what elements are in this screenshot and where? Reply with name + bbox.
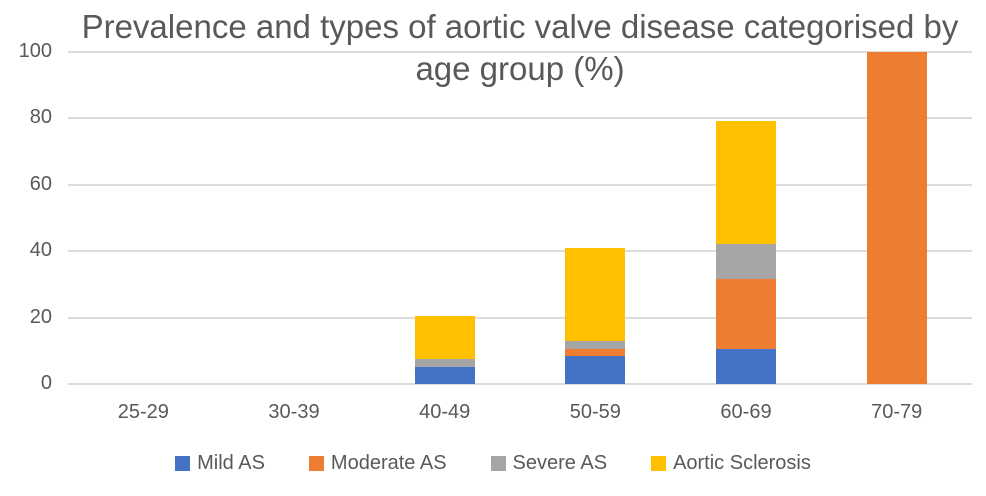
bar-segment-mild-as-60-69: [716, 349, 776, 384]
bar-segment-mild-as-50-59: [565, 355, 626, 384]
chart-title: Prevalence and types of aortic valve dis…: [81, 8, 959, 87]
gridline: [68, 50, 972, 53]
bar-segment-moderate-as-60-69: [716, 279, 776, 350]
bar-segment-aortic-sclerosis-50-59: [565, 247, 626, 341]
y-axis-tick-label: 60: [29, 172, 52, 195]
bar-segment-mild-as-40-49: [414, 367, 475, 384]
bar-segment-severe-as-50-59: [565, 340, 626, 350]
y-axis-tick-label: 100: [18, 39, 52, 62]
x-axis-tick-label: 70-79: [871, 401, 923, 423]
x-axis-tick-label: 30-39: [268, 401, 320, 423]
legend-swatch-icon: [308, 456, 324, 471]
gridline: [68, 117, 972, 119]
legend-item-moderate-as: Moderate AS: [308, 452, 447, 475]
legend-label: Mild AS: [197, 452, 265, 474]
y-axis-tick-label: 20: [29, 305, 52, 328]
legend-swatch-icon: [175, 456, 191, 471]
legend-swatch-icon: [490, 456, 506, 471]
x-axis-tick-label: 50-59: [569, 401, 621, 423]
gridline: [68, 250, 972, 252]
legend-label: Severe AS: [512, 452, 608, 474]
legend-item-severe-as: Severe AS: [490, 452, 608, 475]
x-axis-tick-label: 25-29: [117, 401, 169, 423]
bar-segment-aortic-sclerosis-60-69: [716, 121, 776, 245]
bar-segment-aortic-sclerosis-40-49: [414, 315, 475, 360]
legend-swatch-icon: [651, 456, 667, 471]
bar-segment-severe-as-60-69: [716, 244, 776, 280]
gridline: [68, 183, 972, 186]
gridline: [68, 316, 972, 319]
y-axis-tick-label: 40: [29, 239, 52, 261]
x-axis-tick-label: 60-69: [720, 401, 772, 423]
legend: Mild AS Moderate AS Severe AS Aortic Sclero…: [0, 452, 986, 475]
legend-label: Aortic Sclerosis: [673, 452, 811, 474]
x-axis-tick-label: 40-49: [419, 401, 471, 423]
legend-item-mild-as: Mild AS: [175, 452, 265, 475]
legend-label: Moderate AS: [330, 452, 447, 474]
y-axis-tick-label: 0: [40, 372, 52, 394]
legend-item-aortic-sclerosis: Aortic Sclerosis: [651, 452, 811, 475]
y-axis-tick-label: 80: [29, 106, 52, 128]
bar-segment-moderate-as-50-59: [565, 349, 626, 356]
bar-segment-severe-as-40-49: [414, 359, 475, 368]
gridline: [68, 383, 972, 385]
bar-segment-moderate-as-70-79: [866, 51, 927, 384]
